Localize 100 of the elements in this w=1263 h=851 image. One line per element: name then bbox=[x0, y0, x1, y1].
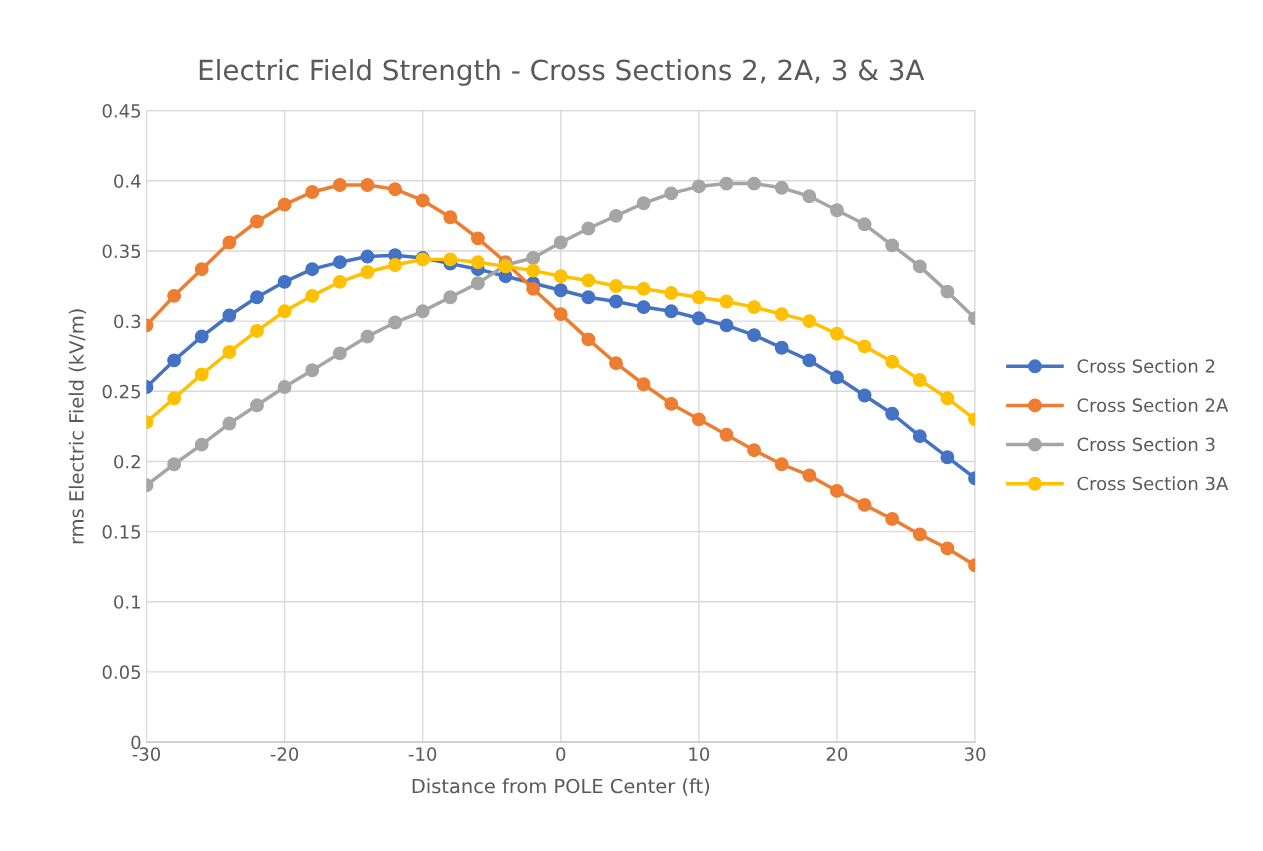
y-tick-label: 0.35 bbox=[102, 244, 141, 259]
point bbox=[581, 273, 596, 288]
point bbox=[940, 391, 955, 406]
point bbox=[636, 377, 651, 392]
x-tick-label: -10 bbox=[408, 747, 437, 761]
point bbox=[691, 311, 706, 326]
point bbox=[581, 332, 596, 347]
point bbox=[222, 235, 237, 250]
y-axis-title: rms Electric Field (kV/m) bbox=[68, 309, 87, 544]
point bbox=[360, 178, 375, 192]
point bbox=[443, 290, 458, 305]
point bbox=[719, 176, 734, 191]
point bbox=[194, 367, 209, 382]
point bbox=[719, 318, 734, 333]
point bbox=[940, 284, 955, 299]
point bbox=[222, 416, 237, 431]
point bbox=[167, 457, 182, 472]
point bbox=[912, 429, 927, 444]
point bbox=[609, 208, 623, 223]
point bbox=[802, 189, 817, 204]
point bbox=[636, 300, 651, 315]
point bbox=[360, 265, 375, 279]
point bbox=[470, 231, 485, 246]
point bbox=[664, 396, 679, 411]
point bbox=[719, 294, 734, 309]
x-tick-label: 30 bbox=[964, 747, 986, 761]
point bbox=[940, 541, 955, 556]
point bbox=[691, 290, 706, 305]
point bbox=[830, 483, 844, 498]
legend-label: Cross Section 3A bbox=[1077, 476, 1229, 491]
point bbox=[553, 307, 568, 322]
point bbox=[885, 406, 900, 421]
x-tick-label: 20 bbox=[826, 747, 848, 761]
point bbox=[912, 259, 927, 274]
point bbox=[719, 427, 734, 442]
point bbox=[167, 391, 182, 406]
point bbox=[802, 314, 817, 329]
point bbox=[912, 373, 927, 387]
y-tick-label: 0.3 bbox=[114, 314, 141, 329]
point bbox=[360, 249, 375, 264]
point bbox=[332, 178, 347, 192]
point bbox=[553, 235, 568, 250]
point bbox=[250, 214, 264, 229]
point bbox=[857, 339, 872, 354]
point bbox=[415, 304, 430, 319]
point bbox=[305, 288, 320, 303]
x-tick-label: 10 bbox=[689, 747, 710, 761]
point bbox=[747, 443, 762, 458]
point bbox=[636, 281, 651, 296]
x-axis-title: Distance from POLE Center (ft) bbox=[412, 778, 710, 796]
point bbox=[747, 328, 762, 343]
point bbox=[885, 354, 900, 369]
point bbox=[167, 288, 182, 303]
point bbox=[222, 308, 237, 323]
point bbox=[194, 262, 209, 277]
point bbox=[194, 437, 209, 452]
point bbox=[526, 263, 541, 278]
point bbox=[774, 307, 789, 322]
point bbox=[277, 380, 292, 395]
point bbox=[609, 356, 623, 371]
point bbox=[553, 283, 568, 298]
point bbox=[581, 290, 596, 305]
point bbox=[526, 251, 541, 265]
point bbox=[912, 527, 927, 542]
point bbox=[857, 497, 872, 512]
point bbox=[332, 255, 347, 270]
point bbox=[415, 193, 430, 208]
point bbox=[691, 412, 706, 427]
point bbox=[443, 252, 458, 267]
point bbox=[250, 290, 264, 305]
y-tick-label: 0.4 bbox=[114, 174, 141, 188]
point bbox=[664, 304, 679, 319]
point bbox=[636, 196, 651, 211]
y-tick-label: 0.25 bbox=[102, 384, 141, 399]
point bbox=[470, 276, 485, 291]
chart-title: Electric Field Strength - Cross Sections 2, 2A, 3 & 3A bbox=[199, 58, 925, 86]
legend-label: Cross Section 2 bbox=[1077, 358, 1215, 373]
legend-label: Cross Section 2A bbox=[1077, 398, 1229, 413]
point bbox=[194, 329, 209, 344]
point bbox=[526, 281, 541, 296]
point bbox=[250, 323, 264, 338]
point bbox=[691, 179, 706, 194]
x-tick-label: -20 bbox=[270, 747, 299, 761]
point bbox=[774, 180, 789, 195]
legend-label: Cross Section 3 bbox=[1077, 437, 1215, 452]
point bbox=[305, 185, 320, 199]
point bbox=[332, 346, 347, 361]
point bbox=[802, 468, 817, 483]
point bbox=[885, 512, 900, 526]
point bbox=[664, 286, 679, 300]
point bbox=[830, 326, 844, 341]
point bbox=[802, 353, 817, 368]
point bbox=[885, 238, 900, 253]
point bbox=[857, 217, 872, 232]
point bbox=[305, 262, 320, 277]
point bbox=[277, 274, 292, 289]
point bbox=[857, 388, 872, 403]
point bbox=[581, 221, 596, 236]
point bbox=[830, 203, 844, 218]
point bbox=[747, 300, 762, 315]
